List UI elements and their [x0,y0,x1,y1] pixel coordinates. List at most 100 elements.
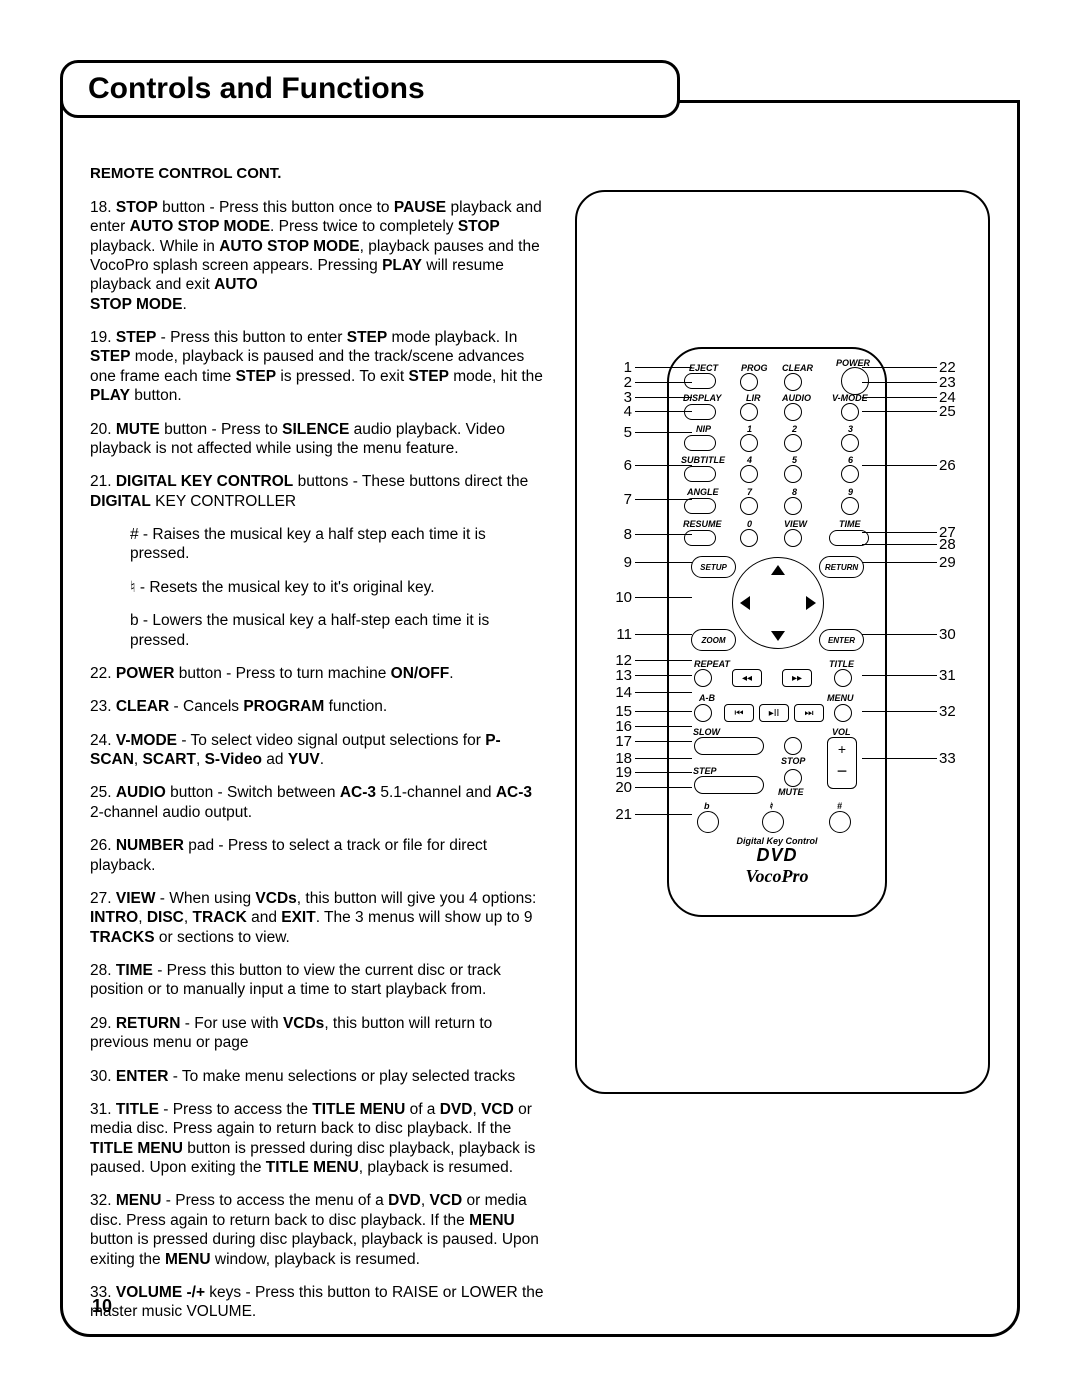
item-i26: 26. NUMBER pad - Press to select a track… [90,836,545,875]
label-resume: RESUME [683,519,722,529]
label-n9: 9 [848,487,853,497]
btn-title [834,669,852,687]
btn-0 [740,529,758,547]
label-title: TITLE [829,659,854,669]
btn-play: ▸II [759,704,789,722]
btn-display [684,404,716,420]
label-n4: 4 [747,455,752,465]
btn-vol: + − [827,737,857,789]
label-view: VIEW [784,519,807,529]
label-n8: 8 [792,487,797,497]
section-title: Controls and Functions [88,72,425,106]
label-clear: CLEAR [782,363,813,373]
btn-ff: ▸▸ [782,669,812,687]
callout-left-21: 21 [607,806,632,823]
btn-key-sharp [829,811,851,833]
btn-resume [684,530,716,546]
callout-left-11: 11 [607,626,632,643]
item-i24: 24. V-MODE - To select video signal outp… [90,731,545,770]
callout-left-9: 9 [607,554,632,571]
btn-6 [841,465,859,483]
item-i20: 20. MUTE button - Press to SILENCE audio… [90,420,545,459]
btn-4 [740,465,758,483]
btn-angle [684,498,716,514]
btn-zoom: ZOOM [691,629,736,651]
item-i31: 31. TITLE - Press to access the TITLE ME… [90,1100,545,1178]
item-i33: 33. VOLUME -/+ keys - Press this button … [90,1283,545,1322]
btn-subtitle [684,466,716,482]
subsection-header: REMOTE CONTROL CONT. [90,165,545,184]
callout-left-5: 5 [607,424,632,441]
btn-7 [740,497,758,515]
btn-view [784,529,802,547]
label-menu: MENU [827,693,854,703]
btn-step [694,776,764,794]
label-n6: 6 [848,455,853,465]
label-mute: MUTE [778,787,804,797]
btn-return: RETURN [819,556,864,578]
remote-body: POWER EJECT PROG CLEAR DISPLAY LIR AUDIO… [667,347,887,917]
callout-left-14: 14 [607,684,632,701]
label-stop: STOP [781,756,805,766]
callout-right-30: 30 [939,626,964,643]
remote-diagram: POWER EJECT PROG CLEAR DISPLAY LIR AUDIO… [575,190,990,1094]
btn-clear [784,373,802,391]
label-n7: 7 [747,487,752,497]
callout-right-33: 33 [939,750,964,767]
callout-left-17: 17 [607,733,632,750]
label-prog: PROG [741,363,768,373]
label-ab: A-B [699,693,715,703]
item-i30: 30. ENTER - To make menu selections or p… [90,1067,545,1086]
label-n1: 1 [747,424,752,434]
btn-lir [740,403,758,421]
label-nip: NIP [696,424,711,434]
btn-rew: ◂◂ [732,669,762,687]
content-column: REMOTE CONTROL CONT. 18. STOP button - P… [90,165,545,1336]
callout-left-10: 10 [607,589,632,606]
label-step: STEP [693,766,717,776]
dpad-left [740,596,750,610]
label-slow: SLOW [693,727,720,737]
dpad-right [806,596,816,610]
item-i21: 21. DIGITAL KEY CONTROL buttons - These … [90,472,545,511]
btn-ab [694,704,712,722]
label-angle: ANGLE [687,487,719,497]
item-i23: 23. CLEAR - Cancels PROGRAM function. [90,697,545,716]
callout-right-26: 26 [939,457,964,474]
label-n0: 0 [747,519,752,529]
label-lir: LIR [746,393,761,403]
btn-5 [784,465,802,483]
callout-left-6: 6 [607,457,632,474]
callout-left-8: 8 [607,526,632,543]
dpad-up [771,565,785,575]
dpad-down [771,631,785,641]
item-i29: 29. RETURN - For use with VCDs, this but… [90,1014,545,1053]
item-i27: 27. VIEW - When using VCDs, this button … [90,889,545,947]
item-i25: 25. AUDIO button - Switch between AC-3 5… [90,783,545,822]
item-i22: 22. POWER button - Press to turn machine… [90,664,545,683]
btn-key-nat [762,811,784,833]
label-display: DISPLAY [683,393,721,403]
btn-audio [784,403,802,421]
brand-dvd: DVD [669,845,885,866]
brand: DVD VocoPro [669,845,885,887]
label-n3: 3 [848,424,853,434]
btn-next: ⏭ [794,704,824,722]
callout-left-20: 20 [607,779,632,796]
btn-eject [684,373,716,389]
item-i18: 18. STOP button - Press this button once… [90,198,545,295]
label-n5: 5 [792,455,797,465]
btn-repeat [694,669,712,687]
btn-setup: SETUP [691,556,736,578]
callout-left-13: 13 [607,667,632,684]
btn-8 [784,497,802,515]
btn-enter: ENTER [819,629,864,651]
btn-vmode [841,403,859,421]
label-n2: 2 [792,424,797,434]
label-vmode: V-MODE [832,393,868,403]
item-i19: 19. STEP - Press this button to enter ST… [90,328,545,406]
brand-voco: VocoPro [669,866,885,887]
label-sharp: # [837,801,842,811]
btn-key-flat [697,811,719,833]
callout-right-29: 29 [939,554,964,571]
